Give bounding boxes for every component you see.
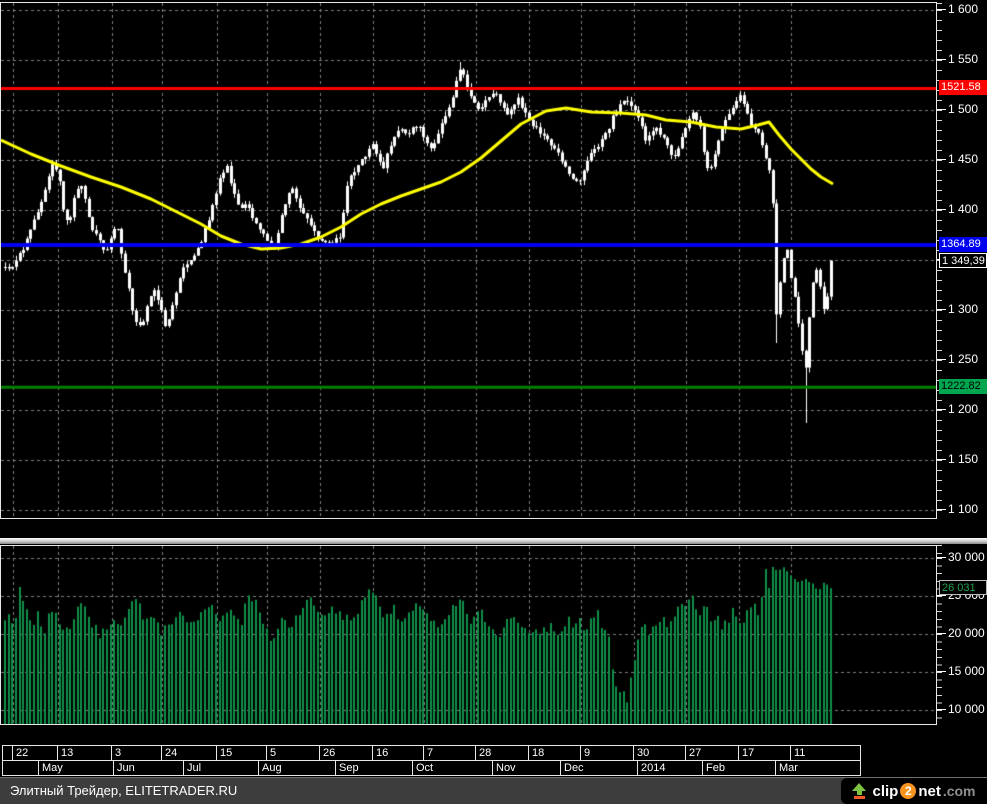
- level-price-label-2[interactable]: 1222.82: [939, 379, 987, 395]
- date-month-cell: Dec: [560, 760, 638, 776]
- date-week-cell: 13: [57, 745, 112, 761]
- date-week-cell: 18: [528, 745, 581, 761]
- price-tick-label: 1 250: [936, 352, 979, 366]
- price-tick-label: 1 100: [936, 502, 979, 516]
- date-week-cell: 26: [319, 745, 373, 761]
- date-month-cell: Mar: [775, 760, 861, 776]
- date-week-cell: 24: [161, 745, 217, 761]
- price-tick-label: 1 550: [936, 52, 979, 66]
- price-tick-label: 1 600: [936, 2, 979, 16]
- date-month-cell: Sep: [335, 760, 413, 776]
- price-tick-label: 1 200: [936, 402, 979, 416]
- date-week-cell: 16: [372, 745, 424, 761]
- date-week-cell: 27: [685, 745, 739, 761]
- date-week-cell: 15: [216, 745, 267, 761]
- volume-axis-tick-marks: [937, 545, 942, 725]
- date-month-cell: Jun: [113, 760, 184, 776]
- price-tick-label: 1 450: [936, 152, 979, 166]
- panel-splitter[interactable]: [0, 538, 987, 544]
- current-price-label[interactable]: 1 349,39: [939, 252, 987, 268]
- date-month-cell: Jul: [183, 760, 259, 776]
- status-bar: Элитный Трейдер, ELITETRADER.RU: [0, 777, 987, 804]
- date-week-cell: 22: [12, 745, 58, 761]
- date-week-cell: 11: [790, 745, 861, 761]
- volume-chart-canvas[interactable]: [1, 546, 936, 724]
- date-month-cell: 2014: [637, 760, 703, 776]
- level-price-label-0[interactable]: 1521.58: [939, 80, 987, 96]
- volume-tick-label: 10 000: [937, 702, 985, 716]
- date-week-cell: 28: [475, 745, 529, 761]
- upload-arrow-icon: [852, 783, 867, 799]
- price-tick-label: 1 400: [936, 202, 979, 216]
- price-tick-label: 1 300: [936, 302, 979, 316]
- date-week-cell: 5: [266, 745, 320, 761]
- date-week-cell: 17: [738, 745, 791, 761]
- logo-text-net: net: [918, 782, 941, 800]
- volume-tick-label: 15 000: [937, 664, 985, 678]
- current-volume-label[interactable]: 26 031: [939, 580, 987, 596]
- volume-chart-panel: [0, 545, 937, 725]
- date-week-cell: 30: [633, 745, 686, 761]
- logo-text-com: .com: [942, 783, 976, 799]
- volume-tick-label: 30 000: [937, 550, 985, 564]
- level-price-label-1[interactable]: 1364.89: [939, 237, 987, 253]
- price-tick-label: 1 150: [936, 452, 979, 466]
- date-month-cell: Nov: [492, 760, 561, 776]
- clip2net-logo[interactable]: clip 2 net .com: [841, 778, 987, 804]
- price-tick-label: 1 500: [936, 102, 979, 116]
- logo-text-clip: clip: [872, 782, 899, 800]
- price-chart-canvas[interactable]: [1, 3, 936, 518]
- volume-tick-label: 20 000: [937, 626, 985, 640]
- logo-circle-2: 2: [900, 783, 917, 799]
- date-month-cell: May: [38, 760, 114, 776]
- date-month-cell: Aug: [258, 760, 336, 776]
- price-chart-panel: [0, 2, 937, 519]
- date-month-cell: Oct: [412, 760, 493, 776]
- date-week-cell: 3: [111, 745, 162, 761]
- date-week-cell: 7: [423, 745, 476, 761]
- status-text: Элитный Трейдер, ELITETRADER.RU: [10, 783, 238, 798]
- date-month-cell: Feb: [702, 760, 776, 776]
- date-month-cell: [2, 760, 39, 776]
- date-week-cell: 9: [580, 745, 634, 761]
